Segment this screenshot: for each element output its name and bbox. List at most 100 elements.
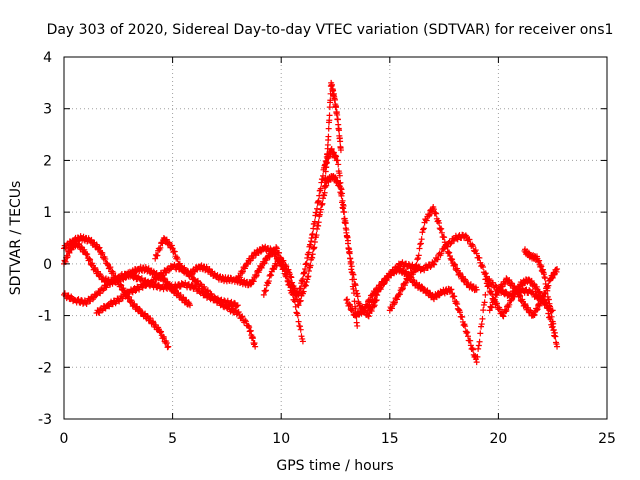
data-point-interp [160, 334, 167, 341]
y-tick-label: 1 [43, 205, 52, 221]
data-point-interp [503, 307, 510, 314]
data-point-interp [326, 112, 333, 119]
data-point-interp [488, 304, 495, 311]
data-point-interp [420, 226, 427, 233]
data-point-interp [76, 240, 83, 247]
data-point-interp [539, 297, 546, 304]
data-point [186, 302, 193, 309]
data-point-interp [414, 256, 421, 263]
data-point-interp [86, 255, 93, 262]
data-point-interp [164, 278, 171, 285]
y-tick-label: 0 [43, 257, 52, 273]
data-point-interp [475, 345, 482, 352]
data-point-interp [380, 281, 387, 288]
data-point-interp [420, 225, 427, 232]
data-point-interp [257, 248, 264, 255]
data-point-interp [436, 219, 443, 226]
data-point-interp [150, 318, 157, 325]
data-point-interp [542, 275, 549, 282]
data-point-interp [293, 309, 300, 316]
data-point-interp [65, 292, 72, 299]
data-point-interp [361, 308, 368, 315]
data-point-interp [462, 323, 469, 330]
data-point-interp [387, 272, 394, 279]
data-point-interp [165, 267, 172, 274]
data-point [260, 291, 267, 298]
data-point [295, 302, 302, 309]
x-tick-label: 15 [381, 431, 399, 447]
data-point-interp [480, 264, 487, 271]
data-point-interp [426, 211, 433, 218]
data-point [499, 312, 506, 319]
data-point-interp [418, 236, 425, 243]
data-point-interp [388, 305, 395, 312]
data-point-interp [394, 264, 401, 271]
data-point-interp [136, 305, 143, 312]
data-point-interp [552, 333, 559, 340]
data-point-interp [446, 252, 453, 259]
data-point-interp [171, 248, 178, 255]
data-point-interp [410, 269, 417, 276]
data-point [336, 183, 343, 190]
y-tick-label: 4 [43, 50, 52, 66]
data-point-interp [303, 279, 310, 285]
data-point-interp [418, 283, 425, 290]
data-point [438, 229, 445, 236]
data-point-interp [197, 281, 204, 288]
y-axis-ticks: -3 -2 -1 0 1 2 3 4 [38, 50, 607, 428]
data-point-interp [493, 292, 500, 299]
data-point-interp [506, 301, 513, 308]
data-point [169, 245, 176, 252]
data-point-interp [449, 256, 456, 263]
data-point-interp [168, 242, 175, 249]
data-point-interp [239, 268, 246, 275]
data-point-interp [443, 243, 450, 250]
data-point-interp [166, 281, 173, 288]
data-point-interp [466, 236, 473, 243]
data-point-interp [253, 272, 260, 279]
data-point-interp [287, 273, 294, 280]
data-point-interp [266, 253, 273, 260]
data-point-interp [116, 298, 123, 305]
data-point-interp [268, 272, 275, 279]
data-point [354, 322, 361, 329]
data-point-interp [96, 244, 103, 251]
data-point-interp [163, 340, 170, 347]
data-point-interp [374, 292, 381, 299]
data-point-interp [92, 264, 99, 271]
data-point-interp [176, 260, 183, 267]
data-point-interp [448, 286, 455, 293]
data-point-interp [164, 344, 171, 351]
data-point-interp [255, 269, 262, 276]
data-point-interp [267, 271, 274, 278]
data-point-interp [491, 296, 498, 303]
data-point-interp [550, 320, 557, 327]
data-point-interp [323, 160, 330, 167]
data-point-interp [270, 266, 277, 273]
data-point-interp [261, 260, 268, 267]
data-point [412, 266, 419, 273]
data-point-interp [451, 261, 458, 268]
data-point-interp [482, 270, 489, 277]
series-track-4 [93, 261, 241, 316]
data-point-interp [336, 172, 343, 179]
data-point-interp [340, 208, 347, 215]
data-point-interp [297, 326, 304, 333]
data-point-interp [102, 256, 109, 263]
data-point [462, 232, 469, 239]
data-point-interp [109, 301, 116, 308]
data-point-interp [250, 278, 257, 285]
data-point-interp [537, 300, 544, 307]
data-point-interp [311, 218, 318, 225]
data-point-interp [334, 116, 341, 123]
data-point-interp [533, 307, 540, 314]
data-point-interp [419, 229, 426, 236]
data-point-interp [295, 318, 302, 325]
data-point-interp [242, 318, 249, 325]
data-point-interp [502, 288, 509, 295]
data-point-interp [348, 263, 355, 270]
data-point-interp [548, 308, 555, 315]
data-point-interp [467, 337, 474, 344]
data-point-interp [158, 328, 165, 335]
data-point-interp [415, 252, 422, 259]
